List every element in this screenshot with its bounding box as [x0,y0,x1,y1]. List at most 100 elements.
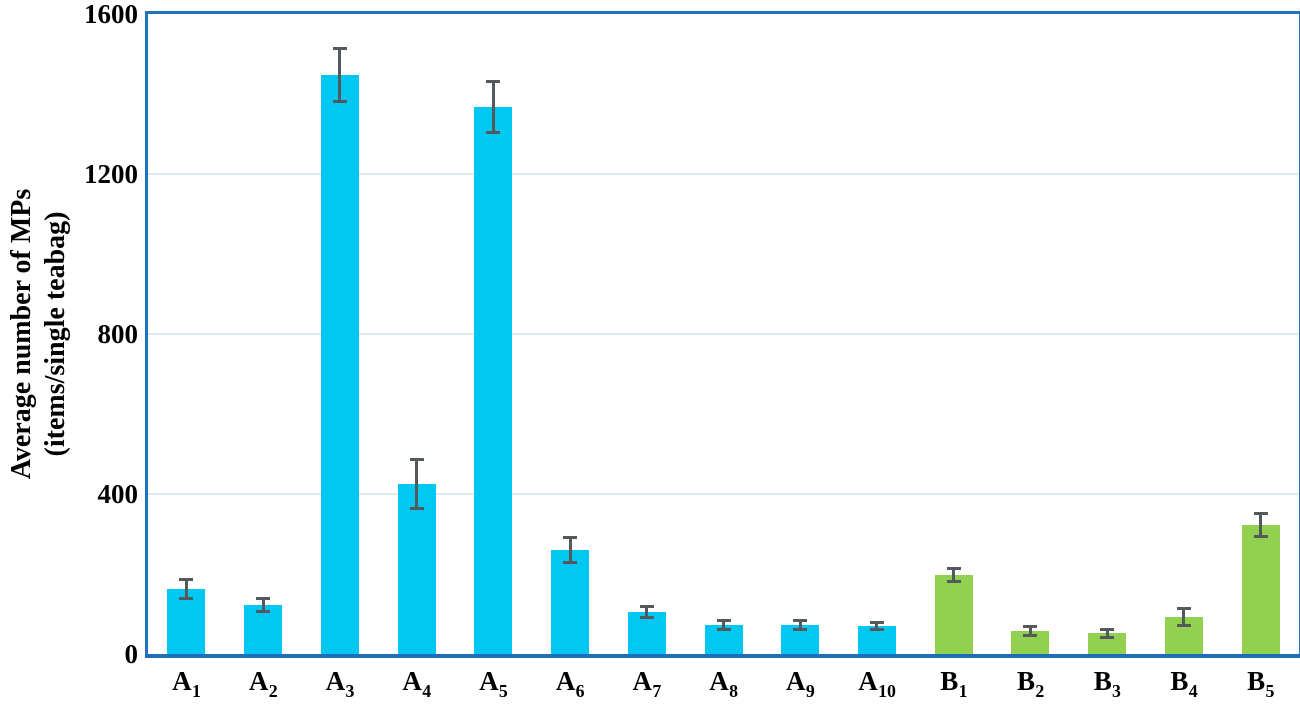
y-tick-label: 1200 [84,159,138,189]
error-bar-line [798,621,802,628]
x-category-base: A [402,666,422,696]
x-category-label-A9: A9 [762,666,839,704]
error-bar-line [875,624,879,628]
x-category-subscript: 7 [652,681,662,702]
error-bar-line [184,580,188,597]
x-category-subscript: 3 [345,681,355,702]
bar-A2 [244,605,283,654]
error-bar-cap-bottom [1176,624,1191,627]
error-bar-line [1259,515,1263,536]
x-category-subscript: 4 [1188,681,1198,702]
error-bar-cap-top [1100,627,1115,631]
error-bar-line [645,608,649,616]
x-category-base: B [1170,666,1189,696]
x-category-base: B [1247,666,1266,696]
x-category-label-A4: A4 [378,666,455,704]
y-tick-label: 800 [97,319,139,349]
error-bar-cap-bottom [256,610,271,613]
error-bar-cap-bottom [946,580,961,583]
x-category-base: A [555,666,576,696]
x-category-subscript: 4 [422,681,432,702]
x-category-subscript: 1 [192,681,201,702]
x-category-subscript: 8 [729,681,739,702]
error-bar-line [338,50,342,100]
bar-A5 [474,106,513,654]
error-bar-line [1028,628,1032,635]
y-tick-label: 1600 [84,0,138,29]
x-category-label-A5: A5 [455,666,532,704]
error-bar-cap-top [716,618,731,622]
x-category-base: A [709,666,729,696]
error-bar-cap-bottom [486,130,501,134]
x-category-subscript: 5 [1265,681,1275,702]
x-category-base: A [248,666,269,696]
x-category-subscript: 9 [805,681,815,702]
error-bar-line [952,569,956,580]
error-bar-cap-bottom [716,628,731,631]
x-category-label-A7: A7 [608,666,685,704]
x-category-subscript: 10 [878,681,896,702]
error-bar-line [722,621,725,628]
x-category-subscript: 1 [958,681,968,702]
bar-A6 [551,550,590,654]
y-tick-label: 400 [97,479,139,509]
error-bar-cap-top [332,47,347,50]
error-bar-cap-bottom [1253,535,1268,539]
error-bar-line [1105,630,1109,636]
x-category-base: A [632,666,653,696]
error-bar-cap-top [1253,512,1268,516]
x-category-label-B1: B1 [915,666,992,704]
error-bar-cap-top [486,79,501,83]
x-category-base: A [858,666,878,696]
x-category-subscript: 2 [1035,681,1045,702]
x-category-label-B2: B2 [992,666,1069,704]
x-category-subscript: 3 [1112,681,1121,702]
x-category-base: A [786,666,806,696]
error-bar-cap-bottom [332,99,347,103]
x-category-base: A [172,666,192,696]
gridline [148,333,1299,335]
error-bar-line [1182,610,1186,624]
bar-A7 [627,612,666,654]
error-bar-cap-top [409,457,424,461]
x-category-base: A [325,666,346,696]
x-category-label-A2: A2 [225,666,302,704]
error-bar-cap-top [179,577,194,581]
y-tick-label: 0 [124,639,139,669]
error-bar-line [491,82,495,131]
x-category-label-A6: A6 [532,666,609,704]
error-bar-cap-top [563,535,578,539]
error-bar-cap-bottom [869,628,884,631]
error-bar-cap-bottom [563,561,578,565]
x-category-label-B4: B4 [1146,666,1223,704]
x-category-base: B [1016,666,1035,696]
x-category-label-A3: A3 [301,666,378,704]
error-bar-cap-top [946,566,961,570]
x-category-label-A8: A8 [685,666,762,704]
x-category-label-A1: A1 [148,666,225,704]
error-bar-cap-top [1023,625,1038,628]
error-bar-cap-top [256,597,271,601]
x-category-base: A [479,666,499,696]
x-category-base: B [940,666,959,696]
bar-A4 [397,484,436,654]
error-bar-cap-bottom [1023,634,1038,638]
plot-area [145,11,1300,658]
gridline [148,173,1299,175]
bar-B5 [1241,525,1280,654]
bar-B3 [1088,633,1127,654]
x-category-label-A10: A10 [839,666,916,704]
x-category-base: B [1093,666,1112,696]
x-category-label-B3: B3 [1069,666,1146,704]
x-category-subscript: 2 [268,681,278,702]
error-bar-cap-top [869,621,884,624]
x-category-subscript: 6 [575,681,585,702]
error-bar-cap-bottom [409,507,424,511]
bar-A3 [320,74,359,654]
error-bar-cap-bottom [179,596,194,600]
error-bar-cap-top [1176,607,1191,611]
bar-B1 [934,574,973,654]
x-category-label-B5: B5 [1222,666,1299,704]
x-category-subscript: 5 [498,681,508,702]
